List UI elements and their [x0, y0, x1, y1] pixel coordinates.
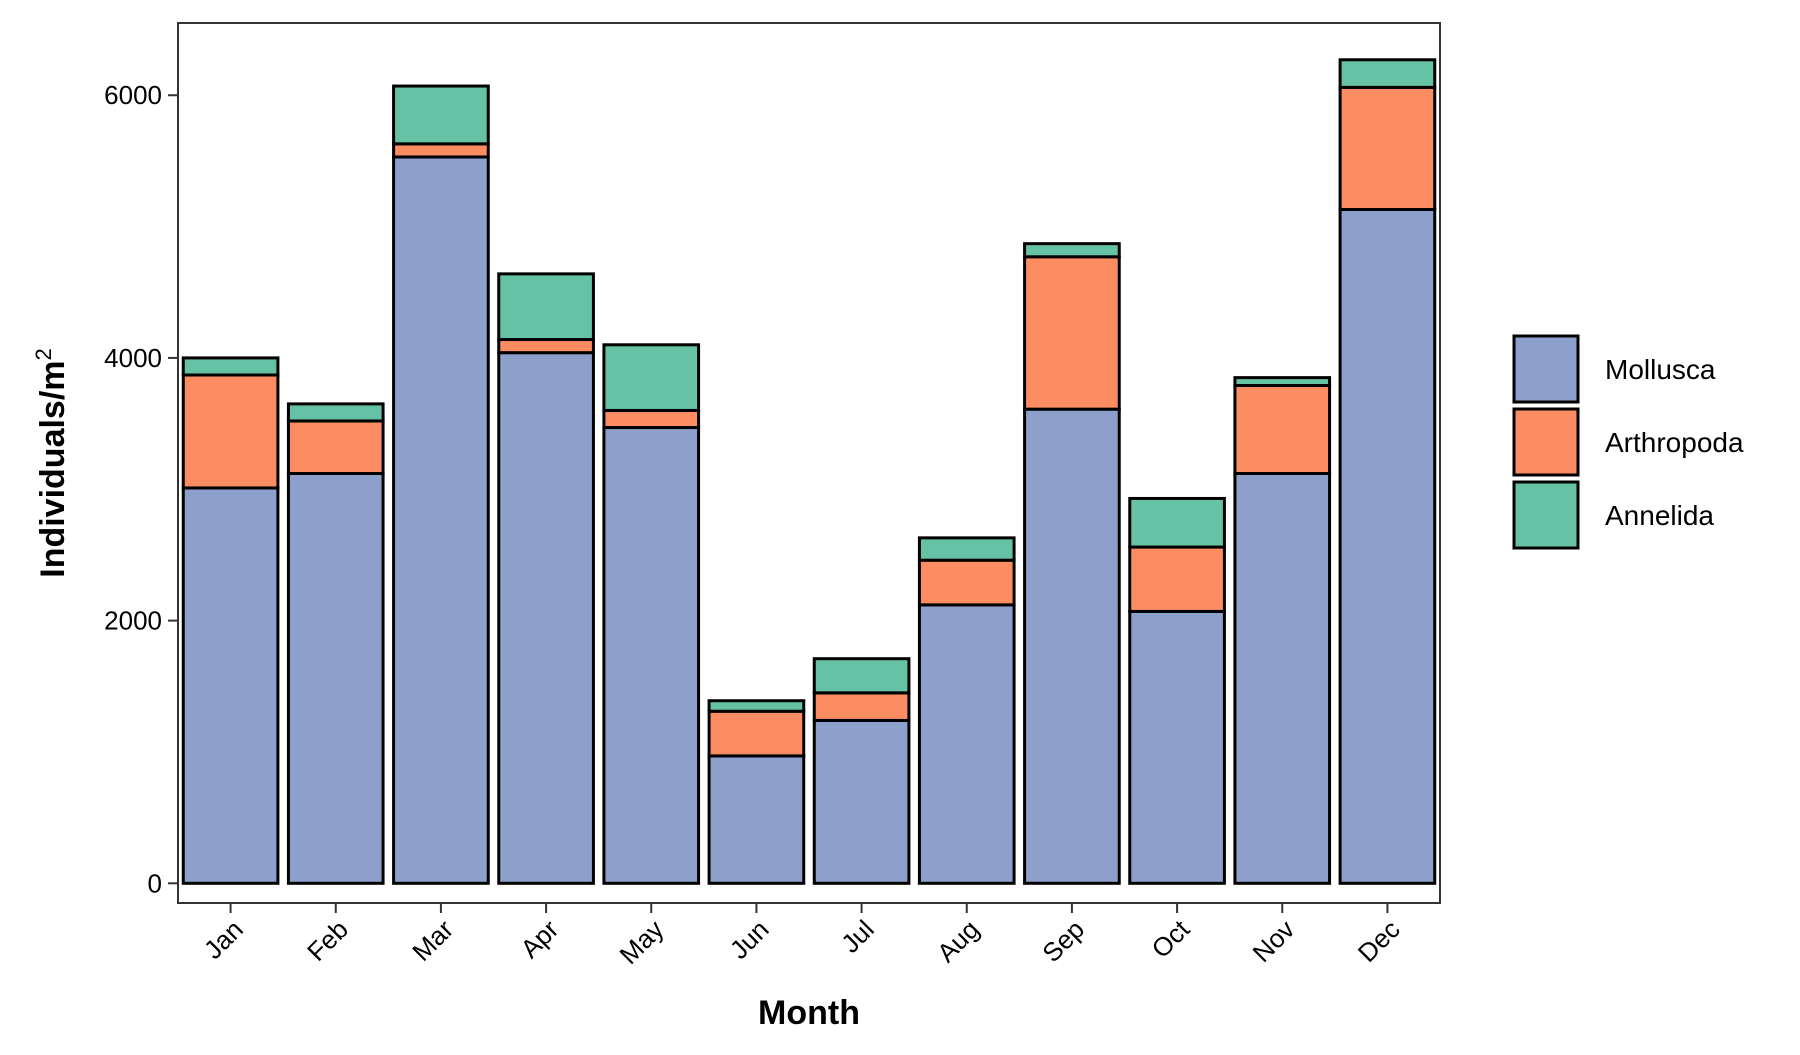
bar-mollusca-apr — [497, 351, 595, 885]
bar-mollusca-jul — [812, 718, 911, 885]
bar-annelida-may — [602, 343, 701, 412]
y-axis: 0 2000 4000 6000 — [104, 80, 178, 898]
legend-label-mollusca: Mollusca — [1605, 354, 1716, 385]
legend-key-annelida — [1512, 480, 1580, 550]
legend-label-annelida: Annelida — [1605, 500, 1714, 531]
y-axis-title-text: Individuals/m — [34, 360, 72, 577]
x-tick-label-apr: Apr — [514, 914, 564, 964]
plot-panel — [177, 22, 1441, 904]
bar-mollusca-feb — [286, 472, 385, 885]
bar-annelida-jun — [707, 699, 806, 713]
bar-arthropoda-mar — [392, 142, 490, 159]
bar-arthropoda-jun — [707, 709, 806, 758]
bar-annelida-dec — [1338, 58, 1437, 89]
bar-annelida-jan — [181, 356, 280, 377]
bar-mollusca-aug — [917, 603, 1016, 885]
bar-mollusca-may — [602, 426, 701, 885]
x-tick-label-oct: Oct — [1146, 913, 1196, 963]
legend-key-mollusca — [1512, 334, 1580, 404]
bars-layer — [181, 58, 1437, 885]
x-tick-label-jul: Jul — [835, 914, 880, 959]
bar-mollusca-mar — [392, 155, 490, 885]
y-tick-label-4000: 4000 — [104, 343, 162, 373]
y-axis-title: Individuals/m2 — [31, 348, 72, 578]
y-axis-title-superscript: 2 — [31, 348, 56, 360]
bar-arthropoda-aug — [917, 558, 1016, 607]
x-tick-label-jan: Jan — [198, 914, 249, 965]
bar-mollusca-nov — [1233, 472, 1332, 885]
bar-mollusca-jun — [707, 754, 806, 885]
x-tick-label-mar: Mar — [406, 914, 459, 967]
bar-arthropoda-jan — [181, 373, 280, 490]
bar-annelida-nov — [1233, 376, 1332, 388]
bar-arthropoda-jul — [812, 691, 911, 722]
bar-annelida-feb — [286, 402, 385, 423]
bar-arthropoda-feb — [286, 419, 385, 476]
bar-arthropoda-may — [602, 408, 701, 430]
y-tick-label-2000: 2000 — [104, 606, 162, 636]
bar-mollusca-sep — [1023, 407, 1121, 885]
x-tick-label-sep: Sep — [1036, 914, 1090, 968]
bar-mollusca-dec — [1338, 208, 1437, 885]
bar-annelida-apr — [497, 272, 595, 342]
x-tick-label-nov: Nov — [1247, 914, 1301, 968]
x-tick-label-aug: Aug — [931, 914, 985, 968]
bar-mollusca-oct — [1128, 609, 1226, 885]
bar-arthropoda-dec — [1338, 85, 1437, 212]
bar-arthropoda-oct — [1128, 545, 1226, 613]
x-axis-title: Month — [758, 994, 860, 1032]
bar-arthropoda-sep — [1023, 255, 1121, 411]
bar-arthropoda-nov — [1233, 384, 1332, 476]
bar-annelida-sep — [1023, 242, 1121, 259]
legend-key-arthropoda — [1512, 407, 1580, 477]
legend-label-arthropoda: Arthropoda — [1605, 427, 1744, 458]
bar-annelida-mar — [392, 84, 490, 146]
bar-arthropoda-apr — [497, 338, 595, 355]
x-axis: Jan Feb Mar Apr May Jun Jul Aug Sep Oct Nov Dec — [198, 903, 1406, 970]
y-tick-label-0: 0 — [148, 868, 162, 898]
bar-annelida-aug — [917, 536, 1016, 562]
x-tick-label-feb: Feb — [301, 914, 354, 967]
bar-annelida-jul — [812, 657, 911, 695]
bar-annelida-oct — [1128, 496, 1226, 549]
bar-mollusca-jan — [181, 486, 280, 885]
x-tick-label-jun: Jun — [724, 914, 775, 965]
x-tick-label-may: May — [614, 914, 670, 970]
legend: Mollusca Arthropoda Annelida — [1512, 334, 1744, 550]
y-tick-label-6000: 6000 — [104, 80, 162, 110]
x-tick-label-dec: Dec — [1352, 914, 1406, 968]
